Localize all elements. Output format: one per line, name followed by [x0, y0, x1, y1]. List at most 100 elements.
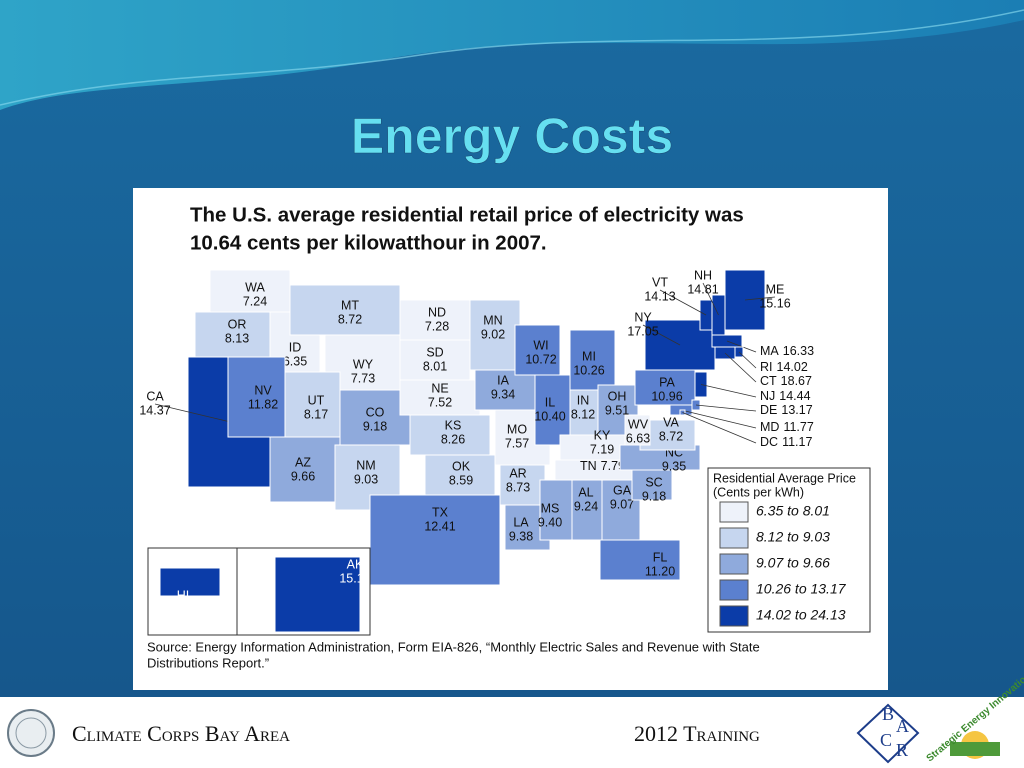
state-value: 9.34 [491, 387, 515, 401]
wave [0, 0, 1024, 110]
state-value: 9.66 [291, 469, 315, 483]
state-abbr: DC [760, 435, 778, 449]
state [409, 414, 491, 456]
state [227, 356, 286, 438]
state-value: 7.52 [428, 395, 452, 409]
state-abbr: MN [483, 313, 502, 327]
state-abbr: IA [497, 373, 509, 387]
state-value: 9.02 [481, 327, 505, 341]
map-heading: 10.64 cents per kilowatthour in 2007. [190, 231, 547, 254]
state-value: 10.40 [534, 409, 565, 423]
state-value: 10.96 [651, 389, 682, 403]
state-value: 9.18 [363, 419, 387, 433]
state-abbr: NY [634, 310, 652, 324]
state-label: MA 16.33 [760, 344, 814, 358]
logo-diamond [856, 703, 920, 764]
state-abbr: CO [366, 405, 385, 419]
state-value: 9.24 [574, 499, 598, 513]
state [399, 299, 471, 341]
state-abbr: MS [541, 501, 560, 515]
state-abbr: IN [577, 393, 590, 407]
state-abbr: AZ [295, 455, 311, 469]
state-abbr: OR [228, 317, 247, 331]
logo-letter: A [896, 716, 909, 736]
state-value: 6.35 [283, 354, 307, 368]
state [399, 339, 471, 381]
state [159, 567, 221, 597]
state-label: DE 13.17 [760, 403, 813, 417]
state-value: 10.72 [525, 352, 556, 366]
state-label: MD 11.77 [760, 420, 814, 434]
state-abbr: NH [694, 268, 712, 282]
legend-title: Residential Average Price [713, 471, 856, 485]
state-abbr: LA [513, 515, 529, 529]
source: Distributions Report.” [147, 655, 269, 670]
state-value: 11.20 [645, 564, 675, 578]
state-value: 12.41 [424, 519, 455, 533]
leader-line [680, 409, 757, 429]
legend-swatch [719, 501, 749, 523]
map-heading: The U.S. average residential retail pric… [190, 203, 744, 226]
state-abbr: OK [452, 459, 471, 473]
state-value: 16.33 [783, 344, 814, 358]
state-abbr: NV [254, 383, 272, 397]
inset-box [236, 547, 371, 636]
state [369, 494, 501, 586]
logo-letter: C [880, 730, 892, 750]
leader-line [744, 296, 776, 301]
state-abbr: SD [426, 345, 443, 359]
state-abbr: MI [582, 349, 596, 363]
logo-seal-ring [15, 717, 47, 749]
state-abbr: MT [341, 298, 359, 312]
state [499, 464, 546, 506]
state-value: 6.63 [626, 431, 650, 445]
state-abbr: KS [445, 418, 462, 432]
state-value: 24.13 [167, 602, 198, 616]
state-abbr: CT [760, 374, 777, 388]
state-value: 11.77 [783, 420, 813, 434]
state-value: 11.82 [248, 397, 278, 411]
state-value: 11.17 [782, 435, 812, 449]
state-value: 8.72 [338, 312, 362, 326]
legend-label: 6.35 to 8.01 [756, 503, 830, 519]
state [194, 311, 281, 358]
state-value: 8.01 [423, 359, 447, 373]
state-abbr: GA [613, 483, 632, 497]
state-value: 18.67 [781, 374, 812, 388]
state-abbr: WV [628, 417, 649, 431]
leader-line [154, 403, 231, 423]
state-value: 14.13 [644, 289, 675, 303]
legend-swatch [719, 579, 749, 601]
state-value: 15.12 [339, 571, 370, 585]
leader-line [695, 404, 757, 412]
legend-box [707, 467, 871, 633]
legend: Residential Average Price (Cents per kWh… [707, 467, 871, 633]
state-value: 8.72 [659, 429, 683, 443]
legend-swatch [719, 553, 749, 575]
state-value: 9.38 [509, 529, 533, 543]
state-abbr: FL [653, 550, 668, 564]
state-value: 8.26 [441, 432, 465, 446]
state-value: 9.07 [610, 497, 634, 511]
legend-label: 10.26 to 13.17 [756, 581, 847, 597]
logo-ground [950, 742, 1000, 756]
state-abbr: DE [760, 403, 777, 417]
state [274, 556, 361, 633]
state-value: 9.03 [354, 472, 378, 486]
leader-line [700, 384, 757, 398]
state-value: 8.12 [571, 407, 595, 421]
state-abbr: MA [760, 344, 779, 358]
leader-line [738, 351, 757, 369]
states: WA7.24OR8.13CA14.37ID6.35NV11.82MT8.72WY… [139, 268, 814, 633]
state [624, 414, 651, 446]
state [284, 371, 341, 438]
footer-left: Climate Corps Bay Area [72, 721, 290, 746]
leader-line [682, 412, 757, 444]
state-abbr: TN [580, 459, 597, 473]
logo-letter: B [882, 704, 894, 724]
state-abbr: NM [356, 458, 375, 472]
state-value: 8.17 [304, 407, 328, 421]
state [269, 436, 341, 503]
slide-title: Energy Costs [351, 108, 673, 164]
